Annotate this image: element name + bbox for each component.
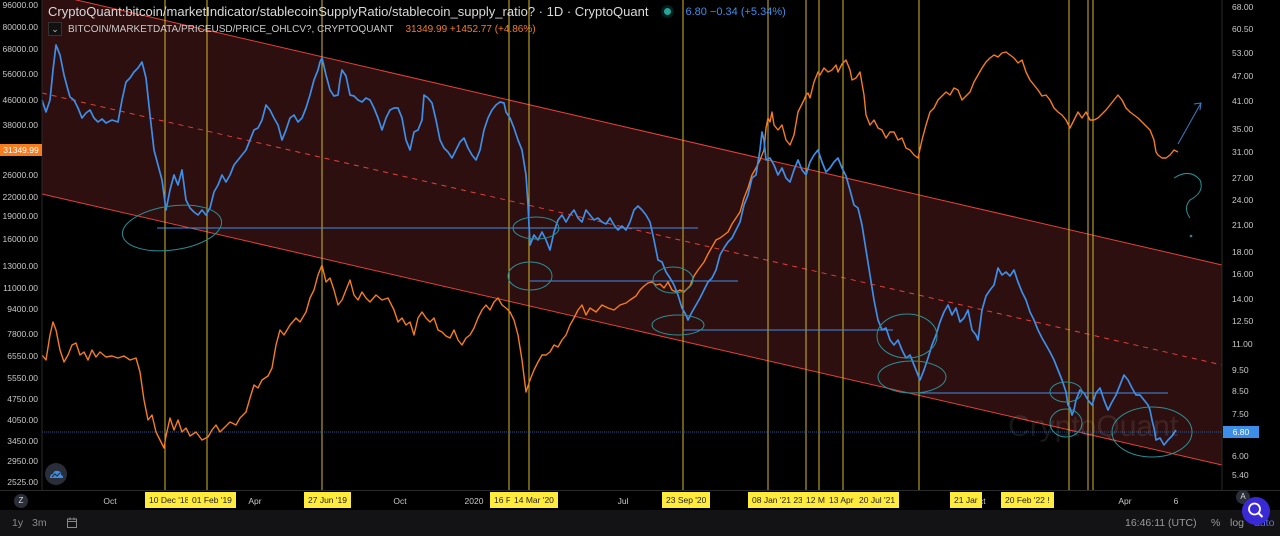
right-axis-tick: 68.00 <box>1232 2 1254 12</box>
left-axis-tick: 11000.00 <box>3 283 38 293</box>
right-axis-tick: 27.00 <box>1232 173 1254 183</box>
right-axis-tick: 47.00 <box>1232 71 1254 81</box>
right-axis-tick: 16.00 <box>1232 269 1254 279</box>
live-status-dot-icon <box>664 8 672 15</box>
right-axis-tick: 31.00 <box>1232 147 1254 157</box>
log-scale-button[interactable]: log <box>1230 517 1245 529</box>
chart-legend: CryptoQuant:bitcoin/marketIndicator/stab… <box>48 4 786 36</box>
right-axis-tick: 5.40 <box>1232 470 1249 480</box>
channel-lower-line <box>41 193 1223 466</box>
indicator-title[interactable]: CryptoQuant:bitcoin/marketIndicator/stab… <box>48 4 649 19</box>
date-marker-tag[interactable]: 10 Dec '18 <box>145 492 194 508</box>
date-marker-tag[interactable]: 20 Feb '22 ! <box>1001 492 1054 508</box>
time-axis-label: Oct <box>103 496 117 506</box>
left-axis-tick: 9400.00 <box>7 304 38 314</box>
current-price-tag: 31349.99 <box>0 144 42 156</box>
collapse-chevron-icon[interactable]: ⌄ <box>48 22 62 36</box>
time-axis-label: Oct <box>393 496 407 506</box>
utc-clock[interactable]: 16:46:11 (UTC) <box>1125 517 1197 529</box>
date-marker-tag[interactable]: 08 Jan '21 23 <box>748 492 807 508</box>
date-marker-tag[interactable]: 21 Jar <box>950 492 982 508</box>
right-axis-tick: 12.50 <box>1232 316 1254 326</box>
goto-date-icon[interactable] <box>66 517 78 532</box>
left-axis-tick: 26000.00 <box>2 170 38 180</box>
range-1y-button[interactable]: 1y <box>12 517 24 529</box>
current-ssr-tag: 6.80 <box>1223 426 1259 438</box>
zoom-search-button[interactable] <box>1242 497 1270 525</box>
left-axis-tick: 5550.00 <box>7 373 38 383</box>
right-axis-tick: 8.50 <box>1232 386 1249 396</box>
indicator-value: 6.80 −0.34 (+5.34%) <box>685 5 786 18</box>
percent-scale-button[interactable]: % <box>1211 517 1221 529</box>
right-axis-tick: 60.50 <box>1232 24 1254 34</box>
right-axis-tick: 7.50 <box>1232 409 1249 419</box>
left-axis-tick: 4050.00 <box>7 415 38 425</box>
z-button[interactable]: Z <box>14 494 28 508</box>
left-axis-tick: 2525.00 <box>7 477 38 487</box>
time-axis-label: 6 <box>1173 496 1179 506</box>
hand-drawn-annotations <box>121 173 1202 458</box>
left-axis-tick: 38000.00 <box>2 120 38 130</box>
left-axis-tick: 56000.00 <box>2 69 38 79</box>
arrow-annotation <box>1177 102 1202 145</box>
btc-price-line <box>41 51 1179 449</box>
left-axis-tick: 80000.00 <box>2 22 38 32</box>
descending-channel <box>42 0 1222 465</box>
date-marker-lines <box>164 0 1094 490</box>
right-axis-tick: 14.00 <box>1232 294 1254 304</box>
chart-plot-area[interactable] <box>0 0 1280 510</box>
price-symbol[interactable]: BITCOIN/MARKETDATA/PRICEUSD/PRICE_OHLCV?… <box>68 23 394 35</box>
watermark: CryptoQuant <box>1008 410 1179 443</box>
time-axis-label: Apr <box>248 496 262 506</box>
time-axis-label: 2020 <box>464 496 484 506</box>
right-axis-tick: 24.00 <box>1232 195 1254 205</box>
left-axis-tick: 4750.00 <box>7 394 38 404</box>
date-marker-tag[interactable]: 23 Sep '20 <box>662 492 711 508</box>
right-axis-tick: 11.00 <box>1232 339 1253 349</box>
left-axis-tick: 96000.00 <box>2 0 38 10</box>
price-value: 31349.99 +1452.77 (+4.86%) <box>405 23 536 35</box>
date-marker-tag[interactable]: 27 Jun '19 <box>304 492 351 508</box>
left-axis-tick: 3450.00 <box>7 436 38 446</box>
left-axis-tick: 2950.00 <box>7 456 38 466</box>
bottom-toolbar: 1y 3m 16:46:11 (UTC) % log auto <box>0 510 1280 536</box>
channel-mid-line <box>41 92 1223 366</box>
left-axis-tick: 13000.00 <box>2 261 38 271</box>
right-axis-tick: 53.00 <box>1232 48 1254 58</box>
right-axis-tick: 6.00 <box>1232 451 1249 461</box>
time-axis-label: Jul <box>617 496 629 506</box>
left-axis-tick: 7800.00 <box>7 329 38 339</box>
left-axis-tick: 22000.00 <box>2 192 38 202</box>
right-axis-tick: 35.00 <box>1232 124 1254 134</box>
date-marker-tag[interactable]: 01 Feb '19 <box>188 492 236 508</box>
left-axis-tick: 6550.00 <box>7 351 38 361</box>
range-3m-button[interactable]: 3m <box>32 517 47 529</box>
left-axis-tick: 68000.00 <box>2 44 38 54</box>
time-axis-label: Apr <box>1118 496 1132 506</box>
ssr-line <box>41 44 1177 446</box>
left-axis-tick: 16000.00 <box>2 234 38 244</box>
cryptoquant-logo-button[interactable] <box>45 463 67 485</box>
right-axis-tick: 41.00 <box>1232 96 1254 106</box>
channel-upper-line <box>74 0 1223 266</box>
right-axis-tick: 9.50 <box>1232 365 1249 375</box>
date-marker-tag[interactable]: 14 Mar '20 <box>510 492 558 508</box>
left-axis-tick: 46000.00 <box>2 95 38 105</box>
left-axis-tick: 19000.00 <box>2 211 38 221</box>
right-axis-tick: 21.00 <box>1232 220 1254 230</box>
right-axis-tick: 18.00 <box>1232 247 1254 257</box>
date-marker-tag[interactable]: 20 Jul '21 <box>855 492 900 508</box>
